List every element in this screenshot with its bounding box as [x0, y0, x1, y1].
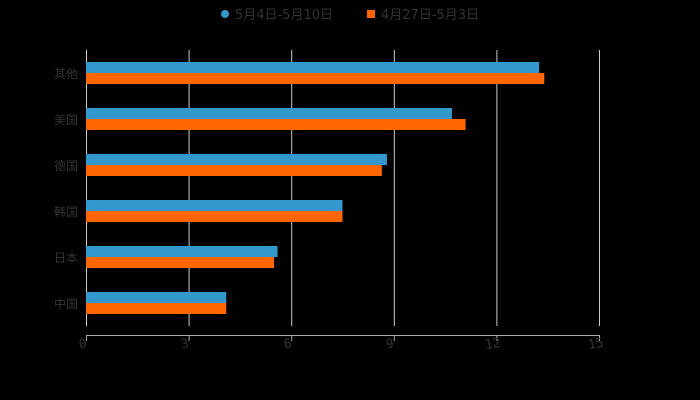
bar-series-1: [86, 200, 343, 211]
bar-series-1: [86, 154, 387, 165]
x-tick-label: 12: [483, 335, 502, 354]
y-category-label: 德国: [53, 159, 78, 173]
square-marker-icon: [367, 9, 375, 18]
legend-item-series-2[interactable]: 4月27日-5月3日: [367, 4, 479, 23]
bar-series-1: [86, 292, 227, 303]
bar-series-2: [86, 73, 545, 84]
y-category-label: 其他: [53, 67, 78, 81]
bar-series-2: [86, 257, 275, 268]
bar-series-2: [86, 211, 343, 222]
circle-marker-icon: [220, 9, 229, 18]
x-tick-label: 15: [586, 335, 605, 354]
legend-item-series-1[interactable]: 5月4日-5月10日: [220, 4, 333, 23]
bar-series-2: [86, 303, 227, 314]
legend-label: 5月4日-5月10日: [234, 8, 333, 23]
legend: 5月4日-5月10日 4月27日-5月3日: [0, 4, 700, 23]
y-category-label: 中国: [53, 297, 78, 311]
bar-series-2: [86, 119, 466, 130]
y-category-label: 美国: [53, 113, 78, 127]
bar-series-2: [86, 165, 382, 176]
bar-series-1: [86, 108, 452, 119]
bar-series-1: [86, 246, 278, 257]
y-category-label: 日本: [53, 251, 78, 265]
y-category-label: 韩国: [53, 205, 78, 219]
legend-label: 4月27日-5月3日: [381, 8, 480, 23]
bar-series-1: [86, 62, 540, 73]
